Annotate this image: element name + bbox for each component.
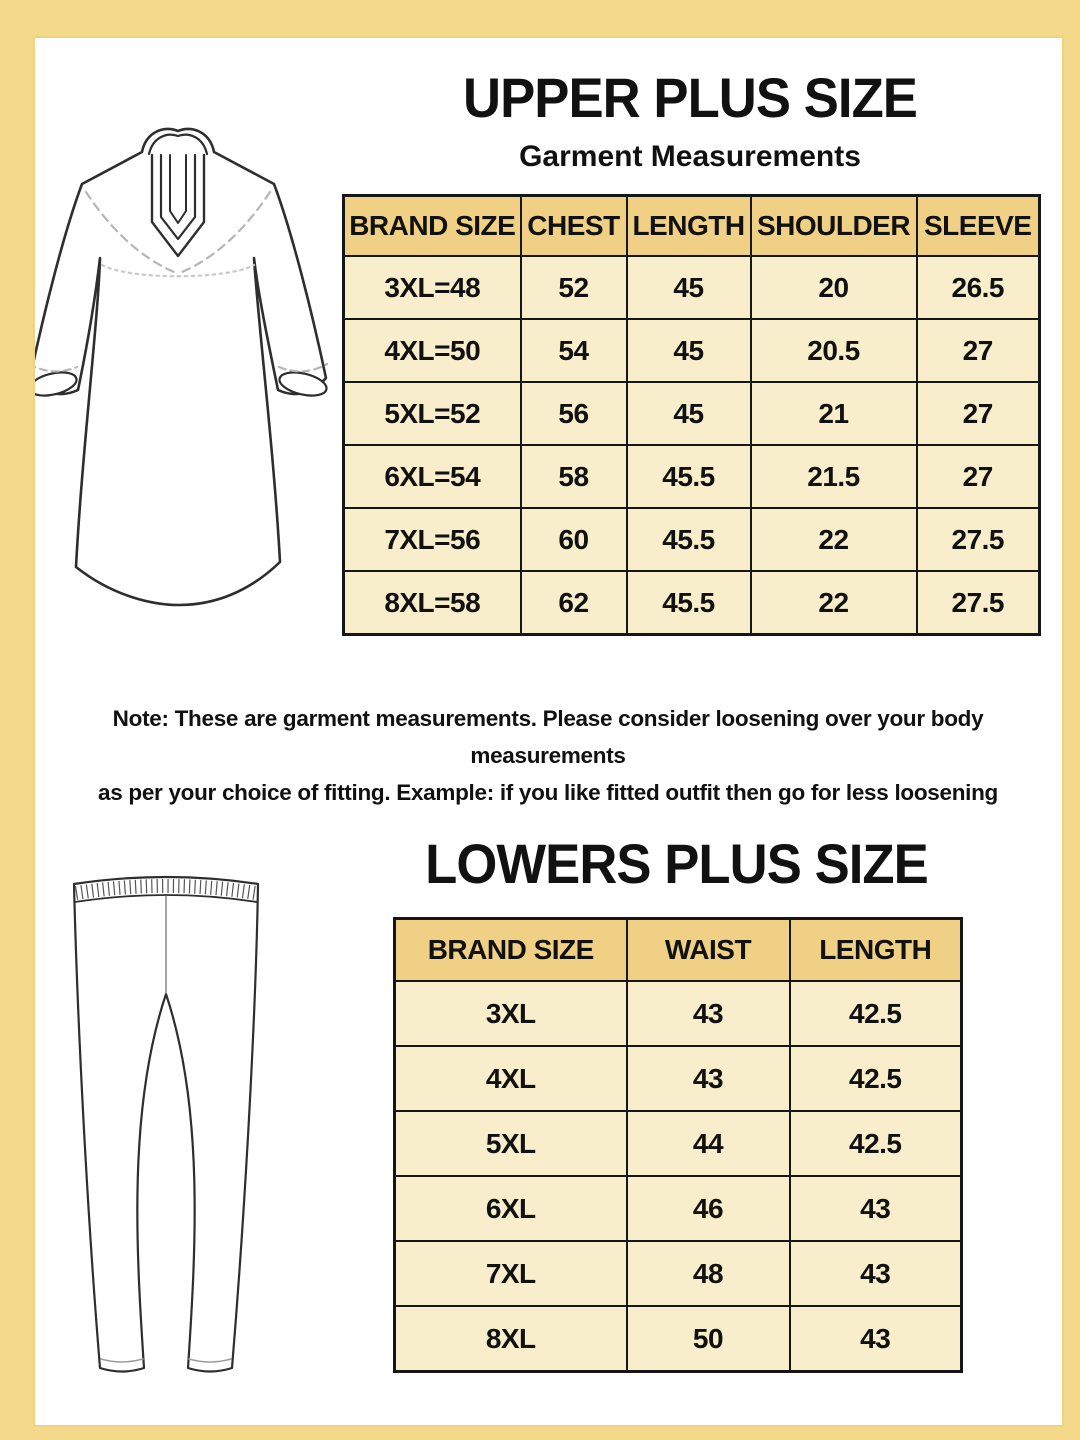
table-cell: 7XL=56 (342, 507, 522, 572)
table-cell: 46 (625, 1175, 791, 1242)
table-cell: 45.5 (625, 507, 752, 572)
table-cell: 27.5 (915, 507, 1041, 572)
header-row: BRAND SIZE CHEST LENGTH SHOULDER SLEEVE (342, 194, 1041, 257)
table-cell: 27 (915, 381, 1041, 446)
table-cell: 43 (788, 1240, 963, 1307)
table-cell: 4XL (393, 1045, 628, 1112)
column-header: BRAND SIZE (393, 917, 628, 982)
table-cell: 45 (625, 318, 752, 383)
table-row: 7XL 48 43 (393, 1240, 963, 1307)
column-header: WAIST (625, 917, 791, 982)
table-cell: 20 (749, 255, 918, 320)
table-cell: 3XL (393, 980, 628, 1047)
column-header: CHEST (519, 194, 628, 257)
table-row: 4XL 43 42.5 (393, 1045, 963, 1112)
table-cell: 42.5 (788, 1110, 963, 1177)
table-cell: 21.5 (749, 444, 918, 509)
table-row: 3XL=48 52 45 20 26.5 (342, 255, 1041, 320)
table-cell: 42.5 (788, 980, 963, 1047)
table-row: 6XL 46 43 (393, 1175, 963, 1242)
note-line-1: Note: These are garment measurements. Pl… (112, 706, 984, 768)
table-cell: 60 (519, 507, 628, 572)
table-cell: 20.5 (749, 318, 918, 383)
table-cell: 45.5 (625, 444, 752, 509)
upper-size-table: BRAND SIZE CHEST LENGTH SHOULDER SLEEVE 3XL=4… (342, 194, 1041, 636)
table-cell: 44 (625, 1110, 791, 1177)
table-row: 3XL 43 42.5 (393, 980, 963, 1047)
table-cell: 45 (625, 381, 752, 446)
table-cell: 54 (519, 318, 628, 383)
table-row: 8XL 50 43 (393, 1305, 963, 1373)
table-cell: 56 (519, 381, 628, 446)
table-cell: 22 (749, 507, 918, 572)
table-cell: 3XL=48 (342, 255, 522, 320)
table-cell: 43 (788, 1175, 963, 1242)
table-cell: 45 (625, 255, 752, 320)
table-row: 6XL=54 58 45.5 21.5 27 (342, 444, 1041, 509)
measurement-note: Note: These are garment measurements. Pl… (48, 700, 1048, 811)
kurta-illustration-icon (27, 127, 329, 607)
table-row: 5XL=52 56 45 21 27 (342, 381, 1041, 446)
upper-section-subtitle: Garment Measurements (519, 140, 861, 173)
table-cell: 58 (519, 444, 628, 509)
column-header: LENGTH (788, 917, 963, 982)
header-row: BRAND SIZE WAIST LENGTH (393, 917, 963, 982)
table-cell: 8XL (393, 1305, 628, 1373)
table-cell: 27 (915, 318, 1041, 383)
column-header: SLEEVE (915, 194, 1041, 257)
table-cell: 21 (749, 381, 918, 446)
table-cell: 7XL (393, 1240, 628, 1307)
column-header: SHOULDER (749, 194, 918, 257)
table-row: 5XL 44 42.5 (393, 1110, 963, 1177)
table-cell: 50 (625, 1305, 791, 1373)
table-cell: 22 (749, 570, 918, 636)
table-cell: 5XL (393, 1110, 628, 1177)
leggings-illustration-icon (72, 875, 260, 1373)
column-header: LENGTH (625, 194, 752, 257)
table-cell: 27.5 (915, 570, 1041, 636)
upper-section-title: UPPER PLUS SIZE (463, 66, 918, 129)
note-line-2: as per your choice of fitting. Example: … (98, 780, 998, 805)
lower-size-table: BRAND SIZE WAIST LENGTH 3XL 43 42.5 4XL 43 42.5 5… (393, 917, 963, 1373)
table-cell: 45.5 (625, 570, 752, 636)
table-cell: 42.5 (788, 1045, 963, 1112)
table-cell: 27 (915, 444, 1041, 509)
table-row: 8XL=58 62 45.5 22 27.5 (342, 570, 1041, 636)
table-row: 7XL=56 60 45.5 22 27.5 (342, 507, 1041, 572)
table-cell: 52 (519, 255, 628, 320)
table-cell: 4XL=50 (342, 318, 522, 383)
column-header: BRAND SIZE (342, 194, 522, 257)
table-cell: 43 (625, 1045, 791, 1112)
table-cell: 6XL (393, 1175, 628, 1242)
table-cell: 8XL=58 (342, 570, 522, 636)
table-cell: 48 (625, 1240, 791, 1307)
table-cell: 62 (519, 570, 628, 636)
table-cell: 5XL=52 (342, 381, 522, 446)
table-row: 4XL=50 54 45 20.5 27 (342, 318, 1041, 383)
table-cell: 43 (625, 980, 791, 1047)
table-cell: 43 (788, 1305, 963, 1373)
table-cell: 6XL=54 (342, 444, 522, 509)
table-cell: 26.5 (915, 255, 1041, 320)
lower-section-title: LOWERS PLUS SIZE (425, 832, 929, 895)
